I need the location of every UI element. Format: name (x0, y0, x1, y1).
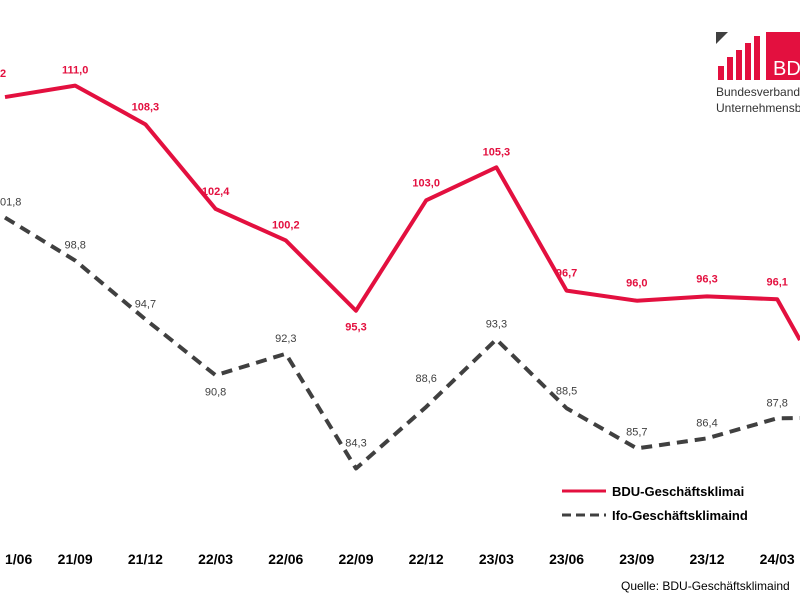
ifo-data-label: 88,5 (556, 385, 577, 397)
logo-bars-icon: BDU (716, 32, 800, 80)
ifo-data-label: 94,7 (135, 298, 156, 310)
ifo-series-line (3, 215, 800, 471)
bdu-data-label: 96,7 (556, 268, 577, 280)
logo-mark-text: BDU (773, 58, 800, 80)
bdu-data-label: 2 (0, 68, 6, 80)
logo-bar (727, 57, 733, 80)
x-tick-label: 21/09 (58, 551, 93, 567)
bdu-data-label: 111,0 (62, 65, 88, 77)
logo-box (766, 32, 800, 80)
logo-corner-triangle (716, 32, 728, 44)
x-tick-label: 1/06 (5, 551, 32, 567)
bdu-data-label: 105,3 (483, 146, 511, 158)
logo-line-1: Bundesverband (716, 85, 800, 99)
legend-ifo-label: Ifo-Geschäftsklimaind (612, 508, 748, 523)
x-tick-label: 23/06 (549, 551, 584, 567)
bdu-logo: BDU Bundesverband Unternehmensb (716, 30, 800, 130)
bdu-data-label: 108,3 (132, 101, 160, 113)
logo-bar (745, 43, 751, 80)
ifo-data-label: 88,6 (415, 373, 436, 385)
ifo-data-label: 86,4 (696, 417, 717, 429)
x-axis-ticks: 1/06 21/09 21/12 22/03 22/06 22/09 22/12 23/03 2… (5, 551, 795, 567)
bdu-data-label: 102,4 (202, 186, 230, 198)
ifo-data-label: 87,8 (766, 397, 787, 409)
ifo-data-label: 84,3 (345, 437, 366, 449)
legend: BDU-Geschäftsklimai Ifo-Geschäftsklimain… (562, 484, 748, 523)
x-tick-label: 22/03 (198, 551, 233, 567)
logo-bar (754, 36, 760, 80)
x-tick-label: 23/12 (689, 551, 724, 567)
bdu-data-label: 95,3 (345, 322, 366, 334)
x-tick-label: 21/12 (128, 551, 163, 567)
bdu-data-label: 96,0 (626, 278, 647, 290)
x-tick-label: 22/09 (338, 551, 373, 567)
bdu-data-label: 96,1 (766, 276, 787, 288)
ifo-data-label: 92,3 (275, 333, 296, 345)
x-tick-label: 23/03 (479, 551, 514, 567)
bdu-series-line (4, 83, 800, 341)
legend-bdu-label: BDU-Geschäftsklimai (612, 484, 744, 499)
x-tick-label: 23/09 (619, 551, 654, 567)
ifo-data-label: 98,8 (64, 240, 85, 252)
source-note: Quelle: BDU-Geschäftsklimaind (621, 579, 790, 593)
x-tick-label: 24/03 (760, 551, 795, 567)
x-tick-label: 22/12 (409, 551, 444, 567)
data-labels: 2 111,0 108,3 102,4 100,2 95,3 103,0 105,3 96,7 9… (0, 65, 788, 450)
logo-line-2: Unternehmensb (716, 101, 800, 115)
ifo-data-label: 93,3 (486, 318, 507, 330)
bdu-data-label: 96,3 (696, 273, 717, 285)
bdu-data-label: 100,2 (272, 219, 300, 231)
logo-bar (718, 66, 724, 80)
bdu-data-label: 103,0 (412, 177, 440, 189)
series-lines (3, 83, 800, 471)
ifo-data-label: 85,7 (626, 426, 647, 438)
ifo-data-label: 90,8 (205, 386, 226, 398)
logo-bar (736, 50, 742, 80)
x-tick-label: 22/06 (268, 551, 303, 567)
ifo-data-label: 01,8 (0, 197, 21, 209)
